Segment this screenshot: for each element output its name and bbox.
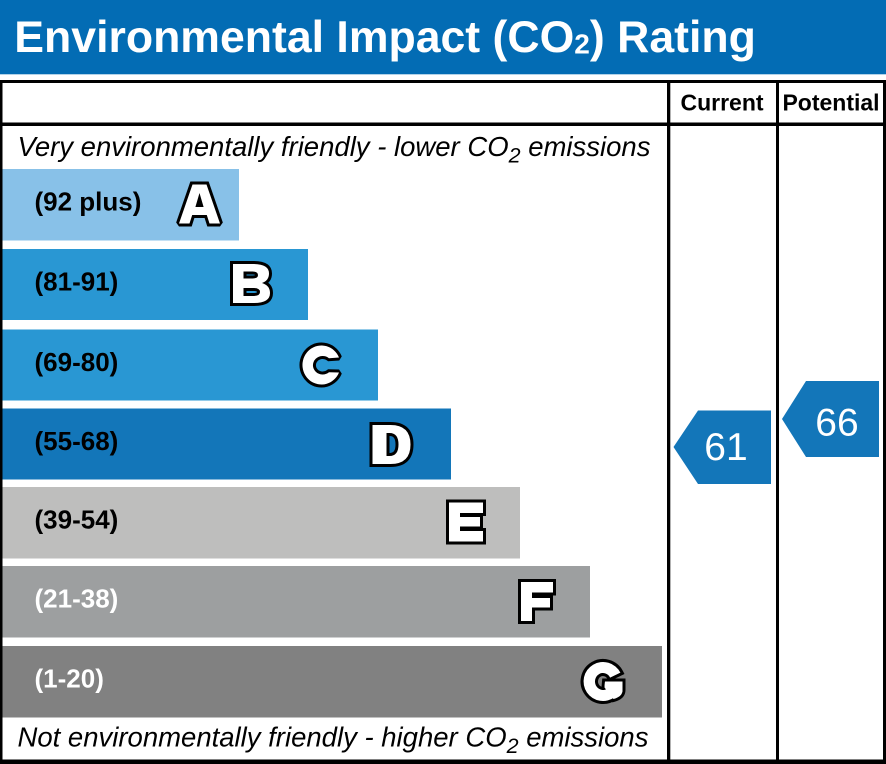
svg-text:Environmental Impact (CO2) Rat: Environmental Impact (CO2) Rating — [14, 13, 756, 62]
svg-text:(39-54): (39-54) — [35, 505, 119, 535]
svg-text:(21-38): (21-38) — [35, 584, 119, 614]
svg-text:(1-20): (1-20) — [35, 664, 104, 694]
svg-text:61: 61 — [704, 426, 747, 469]
svg-text:(81-91): (81-91) — [35, 266, 119, 296]
svg-text:Current: Current — [680, 90, 763, 116]
svg-text:(69-80): (69-80) — [35, 347, 119, 377]
svg-text:(92 plus): (92 plus) — [35, 187, 142, 217]
svg-text:Very environmentally friendly: Very environmentally friendly - lower CO… — [18, 131, 651, 168]
svg-text:66: 66 — [815, 402, 858, 445]
svg-text:Not environmentally friendly -: Not environmentally friendly - higher CO… — [18, 722, 649, 759]
svg-text:Potential: Potential — [782, 90, 879, 116]
svg-text:(55-68): (55-68) — [35, 426, 119, 456]
